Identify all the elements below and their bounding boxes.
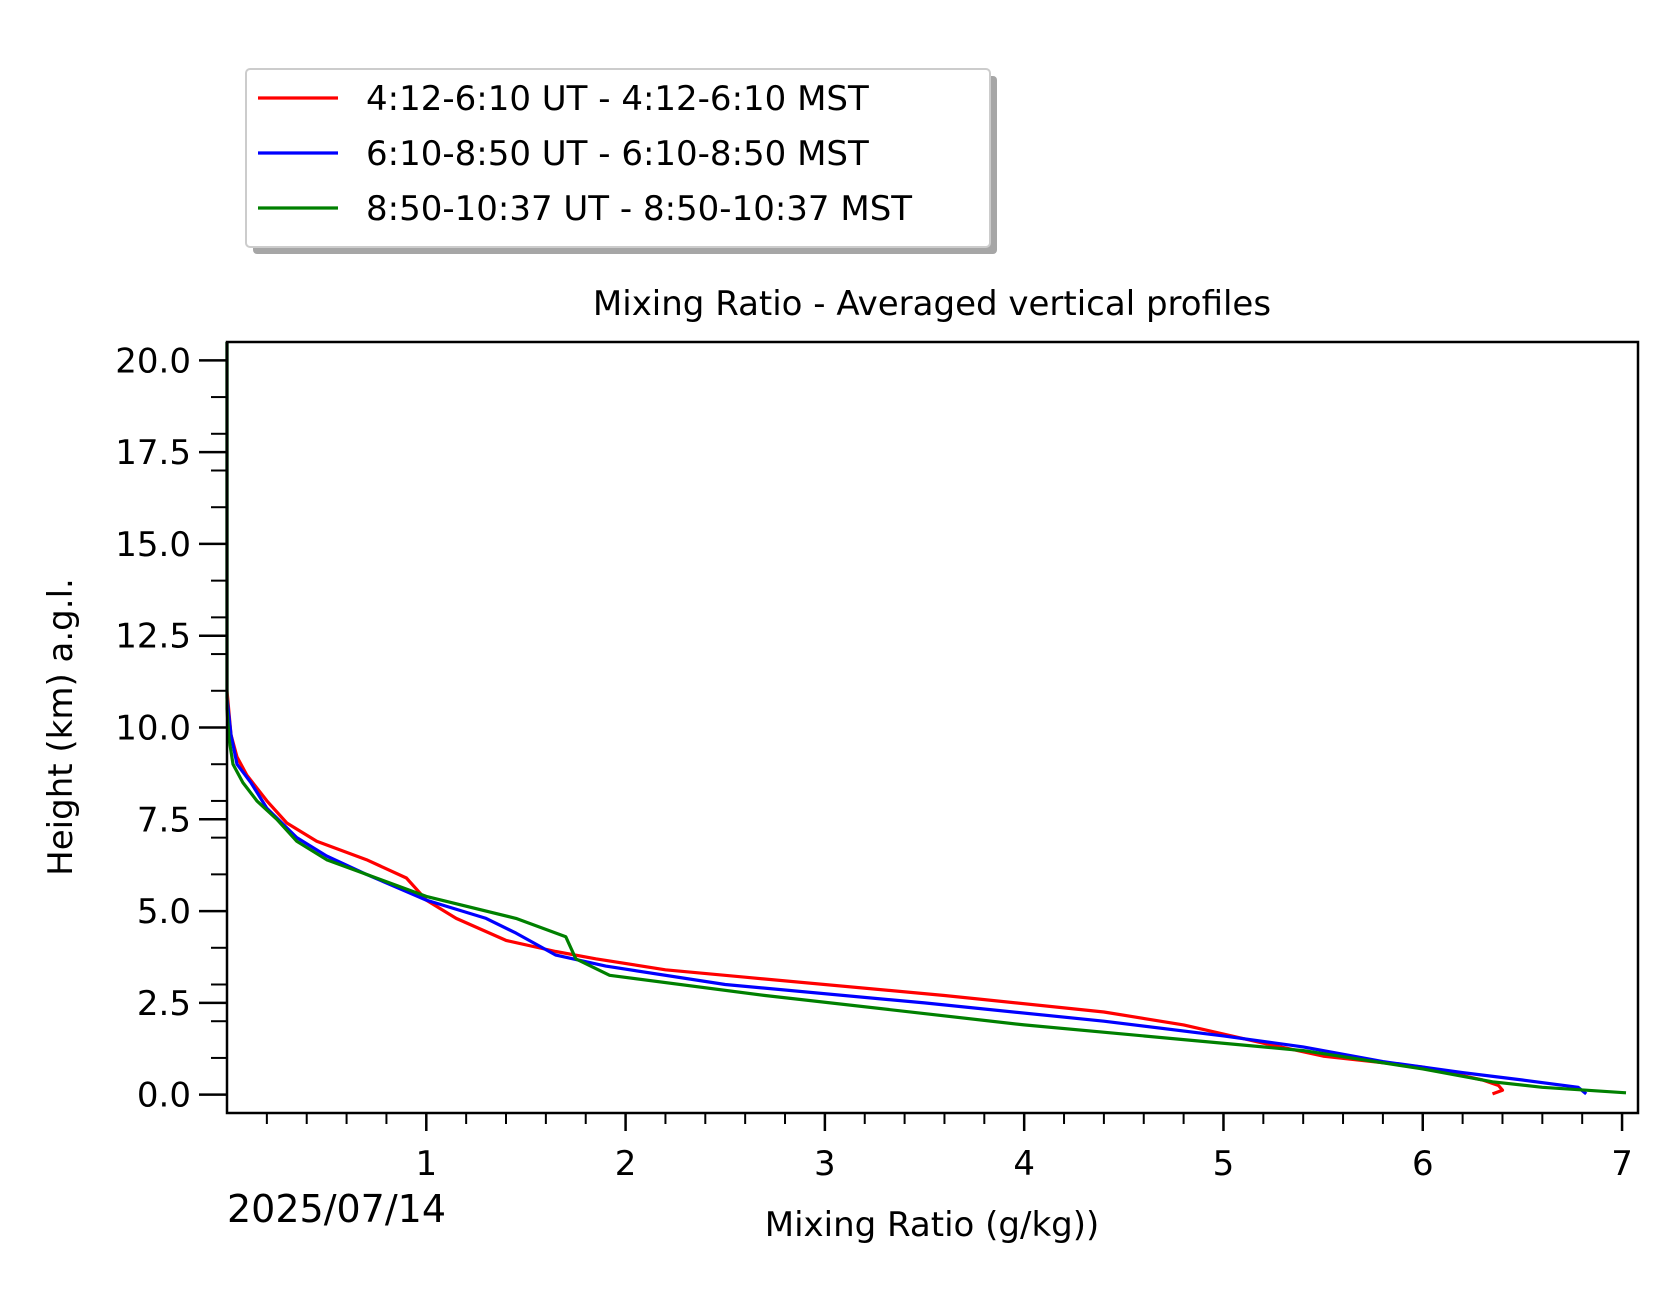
y-tick-label: 17.5 (115, 433, 191, 473)
legend-label-2: 6:10-8:50 UT - 6:10-8:50 MST (366, 134, 869, 174)
legend: 4:12-6:10 UT - 4:12-6:10 MST 6:10-8:50 UT… (245, 68, 997, 254)
date-label: 2025/07/14 (227, 1187, 446, 1231)
x-tick-label: 4 (1013, 1144, 1035, 1184)
x-tick-label: 7 (1611, 1144, 1633, 1184)
legend-frame (245, 68, 991, 248)
y-tick-label: 20.0 (115, 341, 191, 381)
y-tick-label: 10.0 (115, 709, 191, 749)
series-line-1 (225, 342, 1505, 1096)
y-tick-label: 0.0 (137, 1076, 191, 1116)
plot-frame (225, 340, 1640, 1115)
chart-title: Mixing Ratio - Averaged vertical profile… (593, 284, 1271, 324)
series-line-3 (225, 342, 1627, 1095)
series-line-2 (225, 342, 1588, 1096)
legend-entries: 4:12-6:10 UT - 4:12-6:10 MST 6:10-8:50 UT… (258, 79, 912, 229)
y-tick-label: 15.0 (115, 525, 191, 565)
x-axis: 1 2 3 4 5 6 7 (265, 1113, 1633, 1184)
y-axis: 0.0 2.5 5.0 7.5 10.0 12.5 15.0 17.5 20.0 (115, 341, 227, 1116)
x-tick-label: 2 (615, 1144, 637, 1184)
x-tick-label: 3 (814, 1144, 836, 1184)
x-axis-label: Mixing Ratio (g/kg)) (765, 1205, 1100, 1245)
x-tick-label: 6 (1412, 1144, 1434, 1184)
y-tick-label: 5.0 (137, 892, 191, 932)
y-tick-label: 7.5 (137, 800, 191, 840)
legend-label-1: 4:12-6:10 UT - 4:12-6:10 MST (366, 79, 869, 119)
y-axis-label: Height (km) a.g.l. (41, 578, 81, 876)
legend-label-3: 8:50-10:37 UT - 8:50-10:37 MST (366, 189, 912, 229)
y-tick-label: 2.5 (137, 984, 191, 1024)
plot-lines (225, 342, 1627, 1096)
y-tick-label: 12.5 (115, 617, 191, 657)
x-tick-label: 1 (415, 1144, 437, 1184)
x-tick-label: 5 (1213, 1144, 1235, 1184)
